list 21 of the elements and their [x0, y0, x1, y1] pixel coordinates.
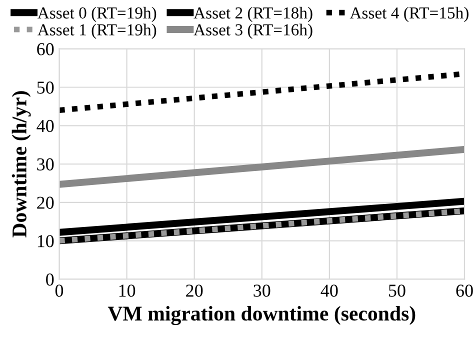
- legend-label: Asset 2 (RT=18h): [194, 6, 312, 22]
- x-tick-label: 40: [320, 284, 338, 297]
- y-tick-label: 0: [46, 273, 54, 286]
- y-tick-label: 10: [38, 235, 54, 248]
- legend-label: Asset 1 (RT=19h): [38, 24, 156, 39]
- legend-label: Asset 3 (RT=16h): [194, 24, 312, 39]
- y-axis-title: Downtime (h/yr): [12, 91, 31, 238]
- y-tick-label: 50: [37, 82, 54, 94]
- legend-label: Asset 4 (RT=15h): [350, 6, 468, 22]
- y-tick-label: 30: [37, 158, 54, 170]
- x-tick-label: 60: [456, 284, 473, 297]
- x-tick-label: 10: [119, 284, 136, 297]
- y-tick-label: 60: [37, 43, 54, 56]
- y-tick-label: 20: [37, 196, 54, 209]
- x-tick-label: 50: [388, 284, 406, 297]
- y-tick-label: 40: [36, 120, 54, 132]
- x-axis-title: VM migration downtime (seconds): [108, 306, 416, 326]
- x-tick-label: 0: [55, 284, 64, 297]
- x-tick-label: 20: [186, 284, 203, 297]
- x-tick-label: 30: [254, 284, 270, 297]
- legend-label: Asset 0 (RT=19h): [38, 6, 156, 22]
